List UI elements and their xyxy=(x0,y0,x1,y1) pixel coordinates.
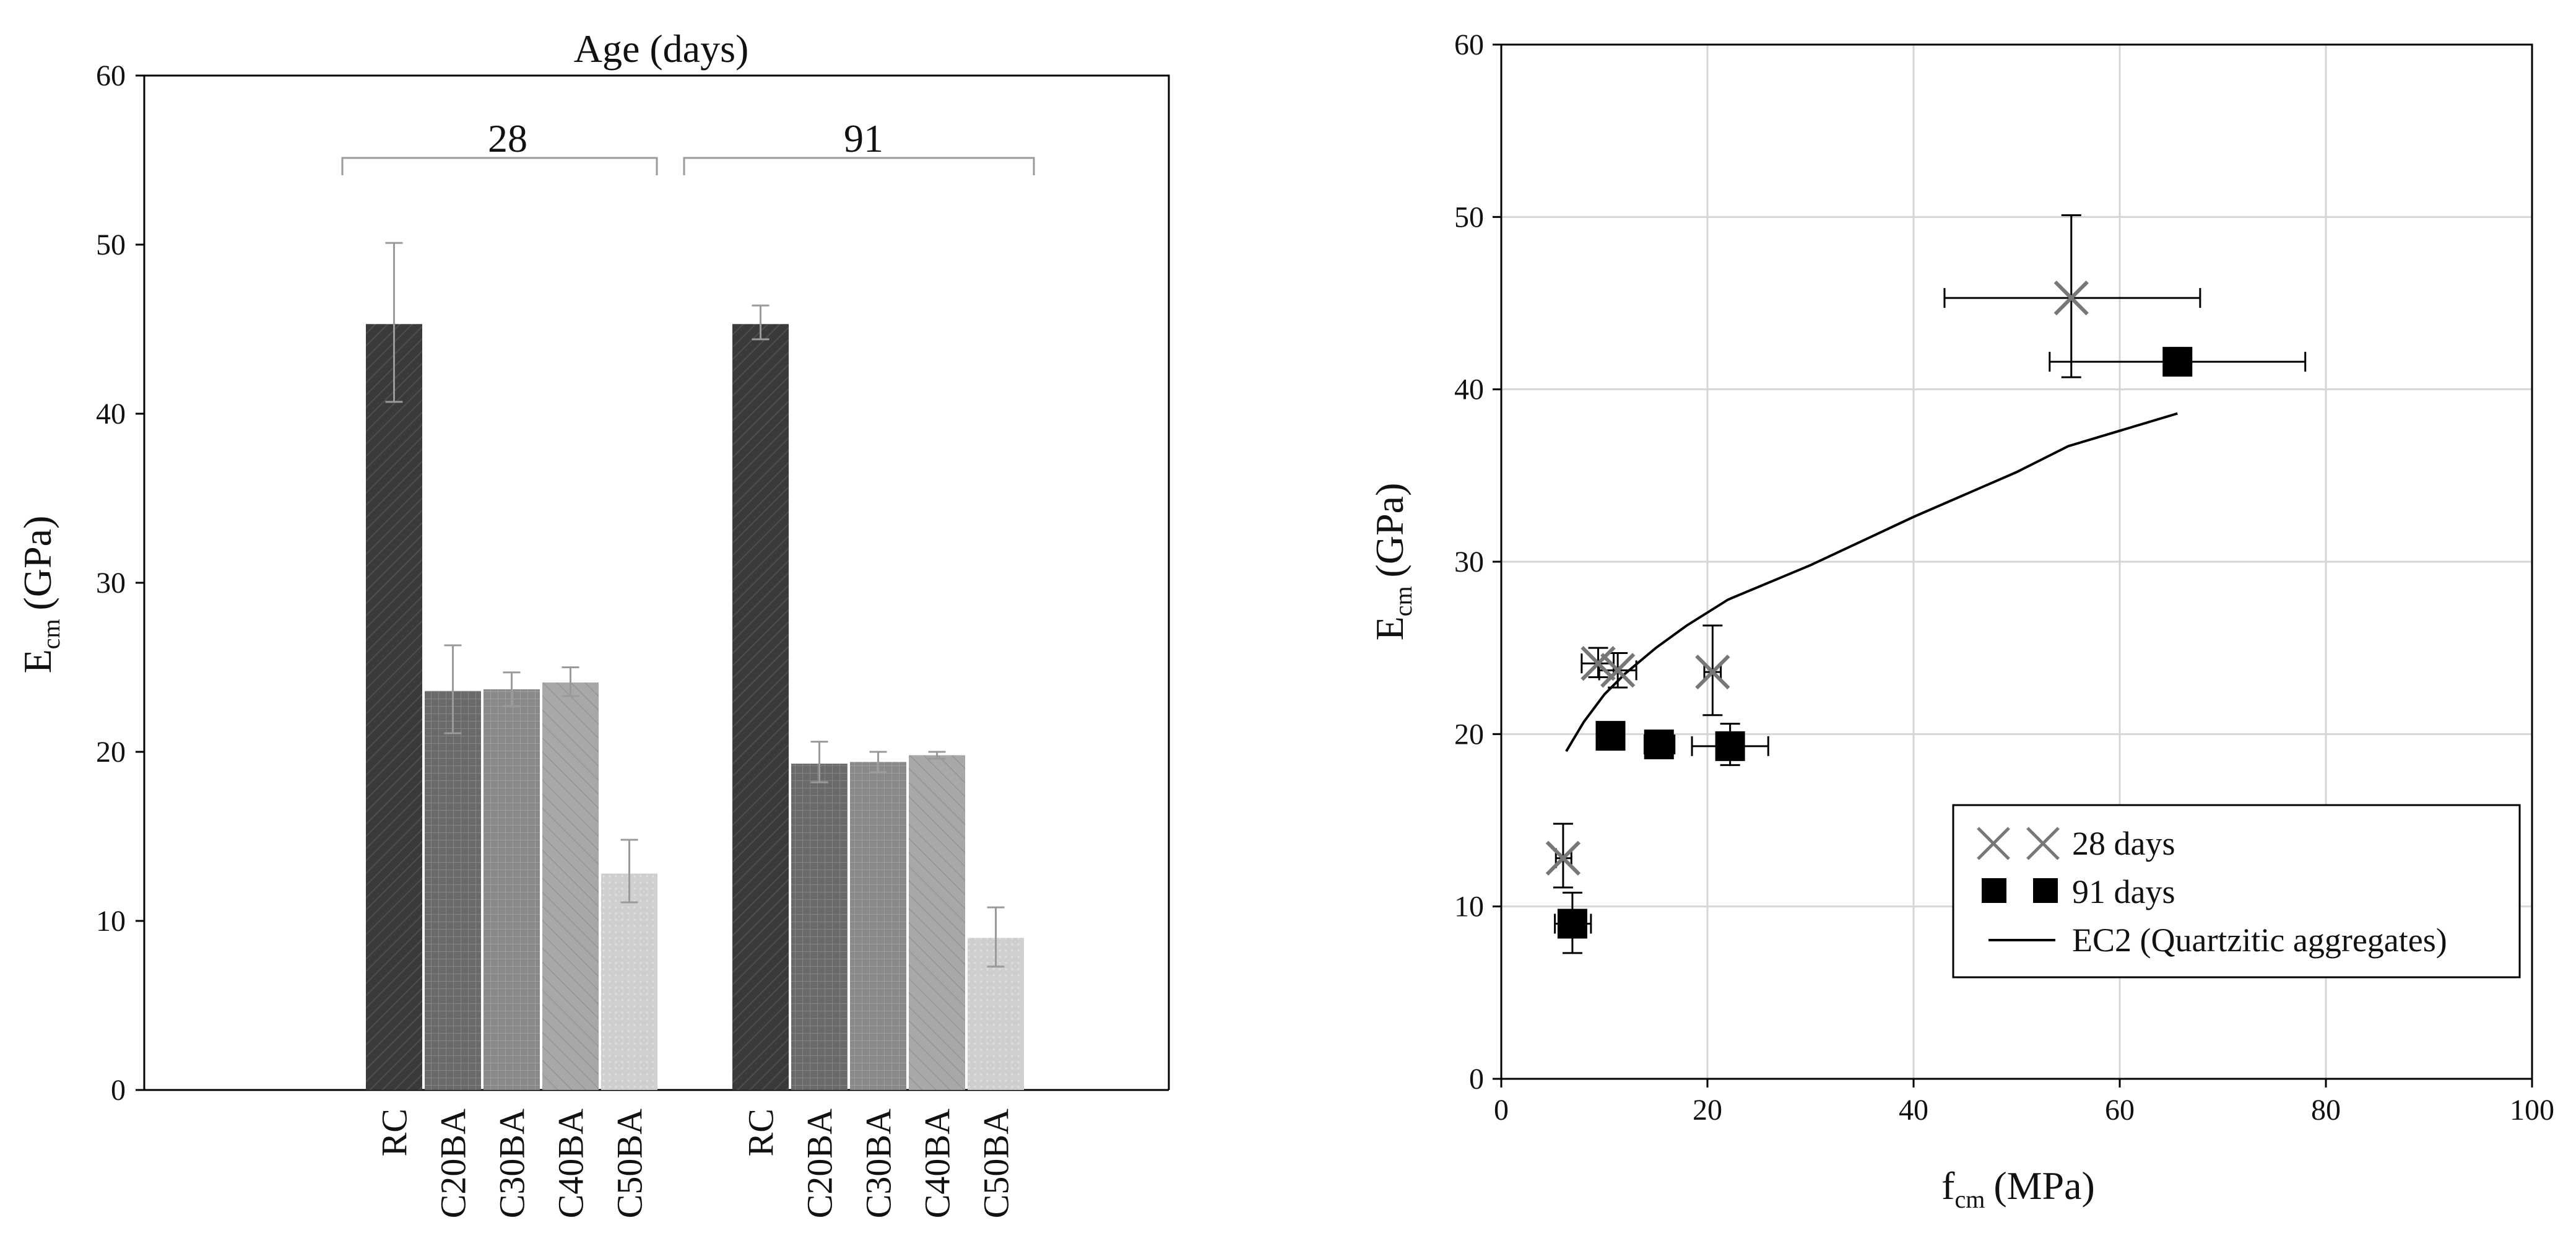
scatter-legend: 28 days 91 days EC2 (Quartzitic aggregat… xyxy=(1952,804,2521,979)
bar-texture-91-C40BA xyxy=(909,755,965,1090)
bar-y-axis-title: Ecm (GPa) xyxy=(15,516,65,674)
scatter-x-axis-ticks: 0 20 40 60 80 100 xyxy=(1494,1079,2554,1127)
bar-category-label: RC xyxy=(741,1109,781,1156)
scatter-ytick-label: 60 xyxy=(1454,28,1484,61)
point-28-days-4 xyxy=(1545,840,1581,876)
bar-category-label: RC xyxy=(375,1109,415,1156)
group-bracket-28 xyxy=(341,157,658,175)
ec2-curve-group xyxy=(1565,412,2178,752)
bar-ytick-label: 20 xyxy=(96,736,126,769)
legend-marker-91-days xyxy=(1982,878,2058,903)
scatter-xtick-label: 100 xyxy=(2510,1094,2554,1127)
group-label-91: 91 xyxy=(844,116,883,160)
bar-chart: 0 10 20 30 40 50 60 RC C20BA C30BA C40BA C50BA RC C2… xyxy=(15,27,1170,1218)
point-91-days-3 xyxy=(1715,731,1745,761)
scatter-xlabel-sub: cm xyxy=(1954,1185,1985,1213)
bar-ytick-label: 50 xyxy=(96,229,126,261)
bar-texture-91-C30BA xyxy=(850,762,906,1090)
bar-ytick-label: 30 xyxy=(96,567,126,599)
bar-category-label: C40BA xyxy=(551,1109,591,1218)
point-28-days-1 xyxy=(1581,646,1616,681)
bar-category-label: C20BA xyxy=(800,1109,840,1218)
point-28-days-3 xyxy=(1695,655,1730,690)
bar-texture-28-C50BA xyxy=(601,873,657,1090)
point-28-days-2 xyxy=(1600,653,1636,688)
bar-category-label: C30BA xyxy=(859,1109,899,1218)
group-bracket-91 xyxy=(683,157,1035,175)
scatter-xtick-label: 0 xyxy=(1494,1094,1509,1127)
bar-chart-title: Age (days) xyxy=(574,27,749,71)
bar-category-label: C50BA xyxy=(976,1109,1017,1218)
point-91-days-0 xyxy=(2162,347,2193,377)
bar-texture-91-C20BA xyxy=(791,764,848,1090)
legend-label-28-days: 28 days xyxy=(2072,825,2175,862)
point-91-days-4 xyxy=(1557,909,1587,939)
bar-category-label: C30BA xyxy=(492,1109,532,1218)
scatter-x-axis-title: fcm (MPa) xyxy=(1941,1164,2095,1213)
ec2-curve xyxy=(1565,412,2178,752)
bar-category-labels: RC C20BA C30BA C40BA C50BA RC C20BA C30BA C40BA C… xyxy=(375,1109,1017,1218)
legend-marker-28-days xyxy=(1977,827,2060,860)
point-28-days-0 xyxy=(2053,281,2089,316)
point-x-stroke xyxy=(1695,655,1730,690)
bar-category-label: C50BA xyxy=(610,1109,650,1218)
scatter-ytick-label: 10 xyxy=(1454,891,1484,923)
legend-label-ec2: EC2 (Quartzitic aggregates) xyxy=(2072,922,2447,959)
scatter-xtick-label: 60 xyxy=(2105,1094,2135,1127)
scatter-chart: 0 20 40 60 80 100 0 10 20 30 40 50 60 28 days 91 da… xyxy=(1368,28,2554,1213)
bar-series xyxy=(366,324,1024,1090)
scatter-ytick-label: 0 xyxy=(1469,1063,1484,1096)
bar-texture-28-RC xyxy=(366,324,422,1090)
point-x-stroke xyxy=(2053,281,2089,316)
bar-ylabel-unit: (GPa) xyxy=(15,516,59,611)
scatter-ytick-label: 20 xyxy=(1454,718,1484,751)
point-x-stroke xyxy=(1581,646,1616,681)
bar-texture-91-RC xyxy=(732,324,789,1090)
bar-ylabel-sub: cm xyxy=(37,619,65,649)
bar-category-label: C40BA xyxy=(917,1109,958,1218)
bar-y-axis-ticks: 0 10 20 30 40 50 60 xyxy=(96,59,144,1107)
bar-ytick-label: 60 xyxy=(96,59,126,92)
scatter-ytick-label: 50 xyxy=(1454,201,1484,233)
bar-error-bars xyxy=(385,242,1005,968)
bar-texture-28-C20BA xyxy=(425,691,481,1090)
bar-ytick-label: 0 xyxy=(111,1074,126,1107)
group-label-28: 28 xyxy=(488,116,527,160)
bar-category-label: C20BA xyxy=(433,1109,474,1218)
bar-ylabel-main: E xyxy=(15,649,59,673)
scatter-ylabel-sub: cm xyxy=(1389,586,1417,616)
point-91-days-1 xyxy=(1595,721,1626,751)
scatter-y-axis-ticks: 0 10 20 30 40 50 60 xyxy=(1454,28,1501,1096)
scatter-ytick-label: 40 xyxy=(1454,373,1484,406)
bar-ytick-label: 10 xyxy=(96,905,126,938)
scatter-points xyxy=(1545,281,2193,939)
scatter-y-axis-title: Ecm (GPa) xyxy=(1368,483,1417,641)
scatter-xlabel-main: f xyxy=(1941,1164,1955,1208)
scatter-xtick-label: 40 xyxy=(1899,1094,1928,1127)
scatter-ylabel-main: E xyxy=(1368,616,1412,640)
scatter-xlabel-unit: (MPa) xyxy=(1993,1164,2095,1208)
scatter-xtick-label: 80 xyxy=(2311,1094,2341,1127)
point-x-stroke xyxy=(1600,653,1636,688)
legend-label-91-days: 91 days xyxy=(2072,873,2175,910)
scatter-ytick-label: 30 xyxy=(1454,546,1484,578)
bar-ytick-label: 40 xyxy=(96,398,126,430)
scatter-ylabel-unit: (GPa) xyxy=(1368,483,1412,578)
bar-texture-28-C30BA xyxy=(484,689,540,1090)
point-x-stroke xyxy=(1545,840,1581,876)
bar-texture-28-C40BA xyxy=(542,682,599,1090)
point-91-days-2 xyxy=(1644,730,1674,760)
scatter-xtick-label: 20 xyxy=(1693,1094,1722,1127)
